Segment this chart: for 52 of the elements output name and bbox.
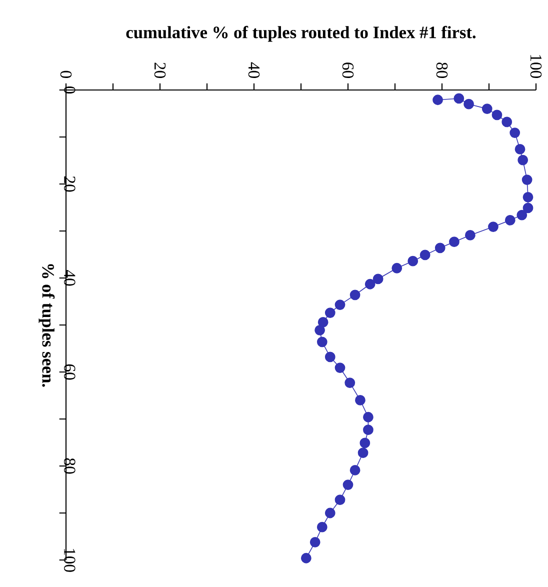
- point: [318, 316, 328, 328]
- point: [464, 98, 474, 110]
- point: [310, 536, 320, 548]
- y-axis-title: % of tuples seen.: [38, 264, 55, 387]
- point: [504, 214, 516, 226]
- point: [350, 465, 360, 476]
- point: [324, 352, 336, 362]
- point: [492, 110, 502, 120]
- point: [334, 362, 346, 373]
- point: [342, 480, 354, 490]
- point: [432, 94, 443, 106]
- point: [392, 262, 402, 274]
- point: [363, 424, 374, 436]
- point: [510, 128, 520, 138]
- point: [514, 144, 526, 154]
- point: [522, 174, 532, 185]
- point: [449, 236, 460, 248]
- point: [408, 256, 418, 266]
- x-tick-label: 60: [342, 62, 354, 78]
- point: [358, 448, 368, 458]
- point: [464, 230, 476, 240]
- point: [334, 300, 346, 310]
- point: [488, 222, 498, 232]
- point: [420, 250, 430, 260]
- point: [344, 378, 356, 388]
- point: [522, 202, 534, 214]
- x-axis-title: cumulative % of tuples routed to Index #1 first.: [126, 26, 476, 42]
- point: [454, 93, 464, 104]
- point: [324, 308, 336, 318]
- x-tick-label: 20: [154, 62, 166, 78]
- point: [360, 438, 370, 448]
- point: [482, 104, 492, 114]
- point: [300, 552, 312, 564]
- point: [350, 290, 360, 300]
- point: [316, 522, 328, 532]
- point: [522, 192, 534, 202]
- point: [324, 508, 336, 518]
- point: [372, 274, 384, 284]
- point: [434, 242, 446, 254]
- point: [314, 324, 325, 336]
- point: [334, 494, 346, 506]
- point: [364, 278, 376, 290]
- x-tick-label: 40: [248, 62, 260, 78]
- point: [516, 210, 528, 220]
- point: [355, 395, 366, 406]
- point: [502, 116, 512, 128]
- y-tick-label: 100: [64, 548, 76, 572]
- x-tick-label: 100: [530, 55, 542, 78]
- x-tick-label: 80: [436, 62, 448, 78]
- point: [363, 412, 374, 422]
- point: [518, 154, 528, 166]
- point: [316, 336, 328, 348]
